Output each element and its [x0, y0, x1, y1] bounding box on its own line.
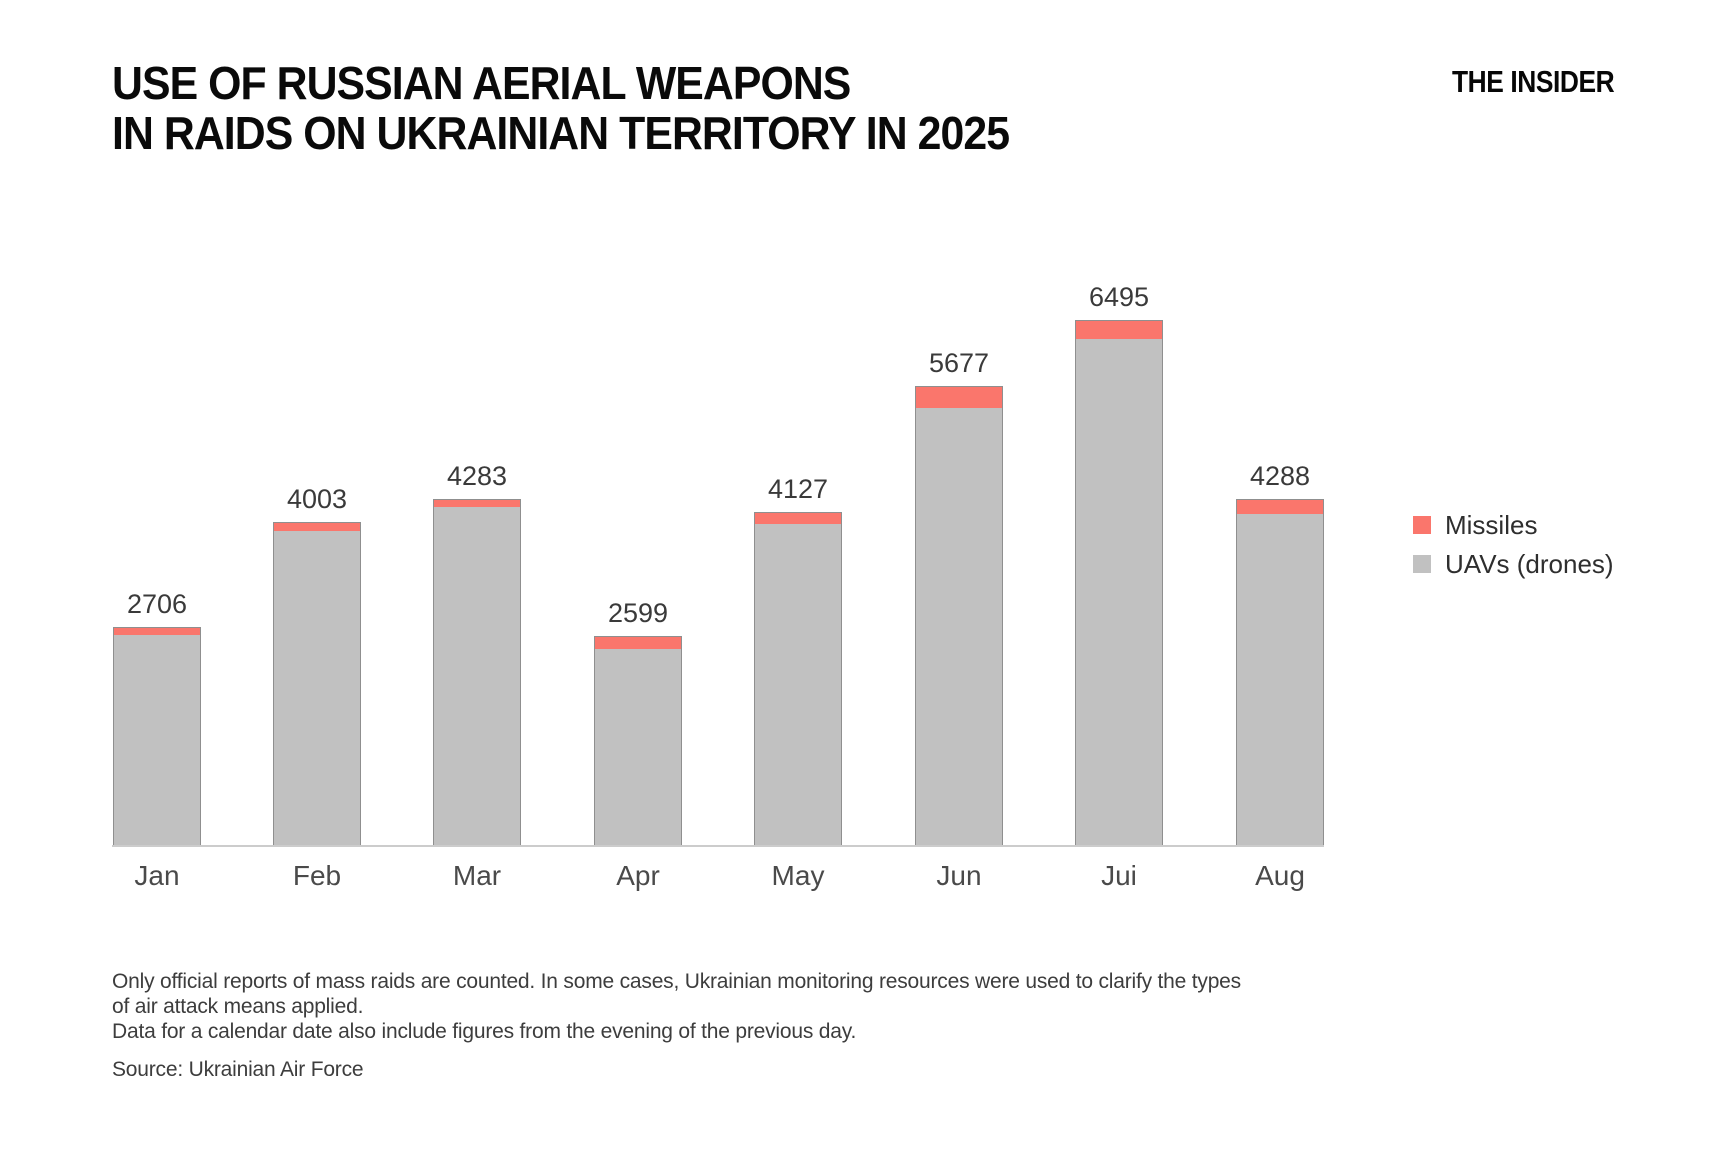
page-title: USE OF RUSSIAN AERIAL WEAPONS IN RAIDS O…	[112, 57, 1010, 159]
value-label-jui: 6495	[1088, 282, 1150, 312]
x-tick-jui: Jui	[1101, 860, 1137, 891]
value-label-feb: 4003	[286, 484, 348, 514]
bar-feb	[273, 522, 361, 846]
value-label-aug: 4288	[1249, 461, 1311, 491]
value-label-may: 4127	[767, 474, 829, 504]
x-tick-jun: Jun	[936, 860, 982, 891]
bar-segment-missiles	[1237, 500, 1323, 514]
bar-jui	[1075, 320, 1163, 846]
value-label-mar: 4283	[446, 461, 508, 491]
bar-segment-missiles	[755, 513, 841, 524]
legend-item-uavs: UAVs (drones)	[1413, 548, 1614, 579]
bar-aug	[1236, 499, 1324, 846]
title-line-1: USE OF RUSSIAN AERIAL WEAPONS	[112, 57, 851, 109]
title-line-2: IN RAIDS ON UKRAINIAN TERRITORY IN 2025	[112, 107, 1010, 159]
bar-segment-missiles	[916, 387, 1002, 408]
value-label-apr: 2599	[607, 598, 669, 628]
x-tick-jan: Jan	[134, 860, 180, 891]
x-axis-baseline	[112, 845, 1324, 847]
legend-item-missiles: Missiles	[1413, 509, 1614, 540]
bar-segment-missiles	[595, 637, 681, 649]
footnote-line: Data for a calendar date also include fi…	[112, 1020, 857, 1043]
legend-label: UAVs (drones)	[1445, 548, 1614, 579]
bar-apr	[594, 636, 682, 846]
footnote-line: Only official reports of mass raids are …	[112, 970, 1241, 993]
bar-segment-missiles	[1076, 321, 1162, 339]
bar-segment-missiles	[274, 523, 360, 531]
footnote: Only official reports of mass raids are …	[112, 969, 1412, 1044]
footnote-line: of air attack means applied.	[112, 995, 364, 1018]
bar-may	[754, 512, 842, 846]
bar-segment-missiles	[114, 628, 200, 635]
bar-mar	[433, 499, 521, 846]
missiles-swatch-icon	[1413, 516, 1431, 534]
bar-chart	[113, 320, 1324, 846]
x-tick-aug: Aug	[1255, 860, 1305, 891]
chart-legend: Missiles UAVs (drones)	[1413, 509, 1614, 579]
value-label-jun: 5677	[928, 348, 990, 378]
bar-jan	[113, 627, 201, 846]
source-note: Source: Ukrainian Air Force	[112, 1058, 364, 1081]
x-tick-mar: Mar	[452, 860, 502, 891]
uavs-swatch-icon	[1413, 555, 1431, 573]
x-tick-apr: Apr	[616, 860, 660, 891]
value-label-jan: 2706	[126, 589, 188, 619]
x-tick-feb: Feb	[292, 860, 342, 891]
legend-label: Missiles	[1445, 509, 1538, 540]
bar-segment-missiles	[434, 500, 520, 507]
x-tick-may: May	[771, 860, 825, 891]
brand-logo: THE INSIDER	[1452, 64, 1615, 99]
bar-jun	[915, 386, 1003, 846]
